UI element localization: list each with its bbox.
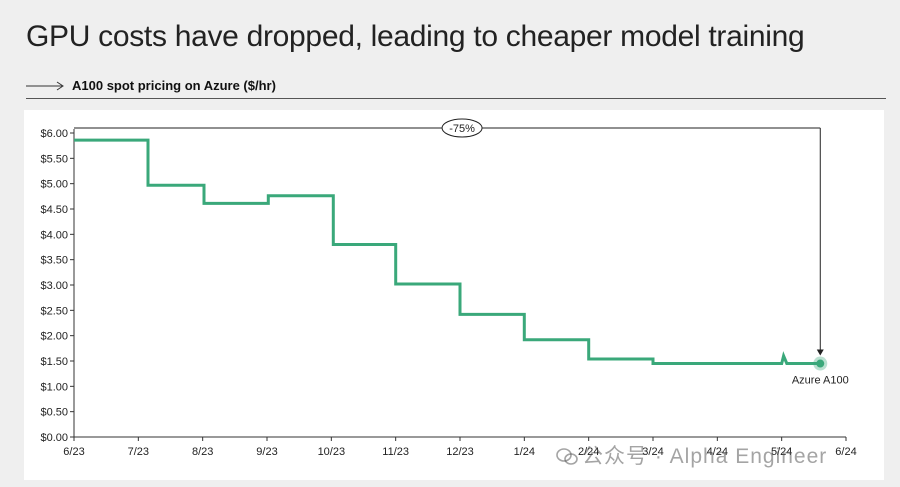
y-tick-label: $5.50 (40, 153, 68, 165)
y-tick-label: $0.50 (40, 407, 68, 419)
x-tick-label: 2/24 (578, 446, 599, 458)
x-tick-label: 9/23 (256, 446, 277, 458)
series-label: Azure A100 (792, 375, 849, 387)
y-tick-label: $3.00 (40, 280, 68, 292)
arrow-right-icon (26, 81, 64, 91)
x-tick-label: 12/23 (446, 446, 474, 458)
percent-drop-annotation: -75% (74, 118, 824, 356)
x-tick-label: 10/23 (318, 446, 346, 458)
y-tick-label: $2.00 (40, 331, 68, 343)
y-tick-label: $6.00 (40, 128, 68, 140)
page-title: GPU costs have dropped, leading to cheap… (26, 20, 805, 53)
watermark-text: 公众号 · Alpha Engineer (582, 445, 828, 468)
annotation-label: -75% (449, 123, 475, 135)
y-tick-label: $4.50 (40, 204, 68, 216)
x-tick-label: 8/23 (192, 446, 213, 458)
line-chart: $0.00 $0.50 $1.00 $1.50 $2.00 $2.50 $3.00 $3.50… (40, 118, 857, 458)
y-tick-label: $1.50 (40, 356, 68, 368)
x-tick-label: 5/24 (771, 446, 792, 458)
subtitle-row: A100 spot pricing on Azure ($/hr) (26, 76, 886, 99)
x-tick-label: 6/24 (835, 446, 856, 458)
x-tick-label: 11/23 (382, 446, 409, 458)
series-group: Azure A100 (74, 138, 849, 387)
annotation-pill (441, 118, 483, 138)
y-axis: $0.00 $0.50 $1.00 $1.50 $2.00 $2.50 $3.00 $3.50… (40, 128, 75, 444)
series-line (74, 138, 821, 365)
chart-subtitle: A100 spot pricing on Azure ($/hr) (72, 78, 276, 93)
end-point-marker (816, 359, 825, 368)
y-tick-label: $3.50 (40, 255, 68, 267)
y-tick-label: $0.00 (40, 432, 68, 444)
x-tick-label: 1/24 (514, 446, 535, 458)
watermark: 公众号 · Alpha Engineer (556, 440, 827, 470)
y-tick-label: $5.00 (40, 179, 68, 191)
x-tick-label: 4/24 (707, 446, 728, 458)
x-tick-label: 7/23 (128, 446, 149, 458)
annotation-arrowhead (816, 349, 824, 356)
y-tick-label: $1.00 (40, 381, 68, 393)
wechat-icon (556, 448, 578, 466)
y-tick-label: $4.00 (40, 229, 68, 241)
x-tick-label: 3/24 (642, 446, 663, 458)
chart-panel: $0.00 $0.50 $1.00 $1.50 $2.00 $2.50 $3.00 $3.50… (24, 110, 884, 480)
y-tick-label: $2.50 (40, 305, 68, 317)
x-tick-label: 6/23 (63, 446, 84, 458)
x-axis: 6/23 7/23 8/23 9/23 10/23 11/23 12/23 1/24 2/24 3… (63, 436, 857, 458)
